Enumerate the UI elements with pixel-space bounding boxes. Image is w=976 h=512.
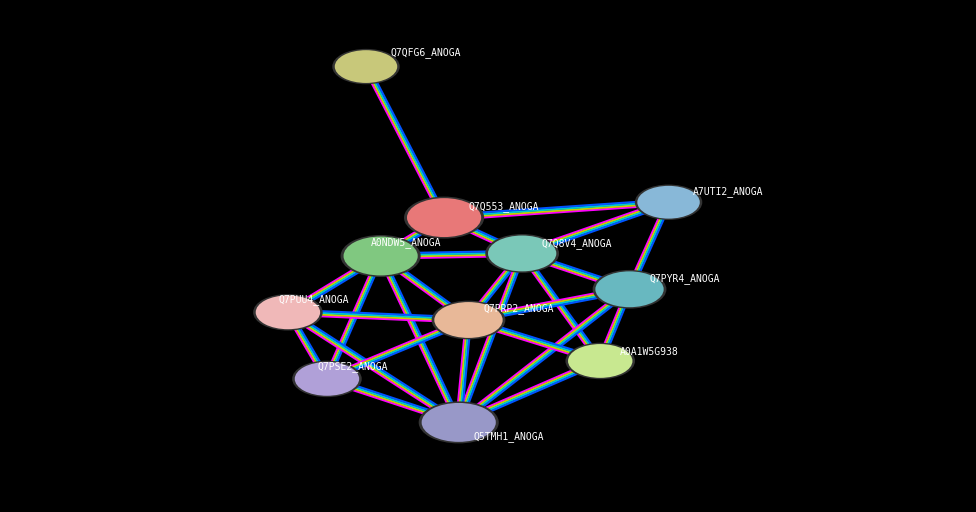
Text: Q7PYR4_ANOGA: Q7PYR4_ANOGA — [649, 273, 719, 285]
Text: Q7QFG6_ANOGA: Q7QFG6_ANOGA — [390, 47, 461, 58]
Text: A0NDW5_ANOGA: A0NDW5_ANOGA — [371, 237, 441, 248]
Text: A7UTI2_ANOGA: A7UTI2_ANOGA — [693, 186, 763, 198]
Circle shape — [332, 49, 400, 84]
Circle shape — [568, 344, 632, 378]
Circle shape — [344, 237, 418, 275]
Circle shape — [419, 401, 499, 443]
Circle shape — [431, 301, 506, 339]
Text: Q7PSE2_ANOGA: Q7PSE2_ANOGA — [317, 361, 387, 372]
Circle shape — [565, 343, 635, 379]
Text: Q7Q553_ANOGA: Q7Q553_ANOGA — [468, 201, 539, 212]
Circle shape — [407, 198, 481, 237]
Circle shape — [485, 234, 559, 273]
Text: A0A1W5G938: A0A1W5G938 — [620, 347, 678, 357]
Circle shape — [253, 294, 323, 331]
Text: Q7PUU4_ANOGA: Q7PUU4_ANOGA — [278, 294, 348, 306]
Circle shape — [434, 302, 503, 338]
Circle shape — [634, 184, 703, 220]
Text: Q5TMH1_ANOGA: Q5TMH1_ANOGA — [473, 431, 544, 442]
Circle shape — [422, 403, 496, 442]
Circle shape — [637, 186, 700, 219]
Circle shape — [592, 270, 667, 309]
Text: Q7PRP2_ANOGA: Q7PRP2_ANOGA — [483, 303, 553, 314]
Circle shape — [404, 197, 484, 239]
Circle shape — [292, 360, 362, 397]
Circle shape — [488, 236, 556, 271]
Circle shape — [256, 295, 320, 329]
Circle shape — [341, 235, 421, 277]
Circle shape — [295, 362, 359, 396]
Circle shape — [595, 271, 664, 307]
Text: Q7Q8V4_ANOGA: Q7Q8V4_ANOGA — [542, 238, 612, 249]
Circle shape — [335, 50, 397, 83]
